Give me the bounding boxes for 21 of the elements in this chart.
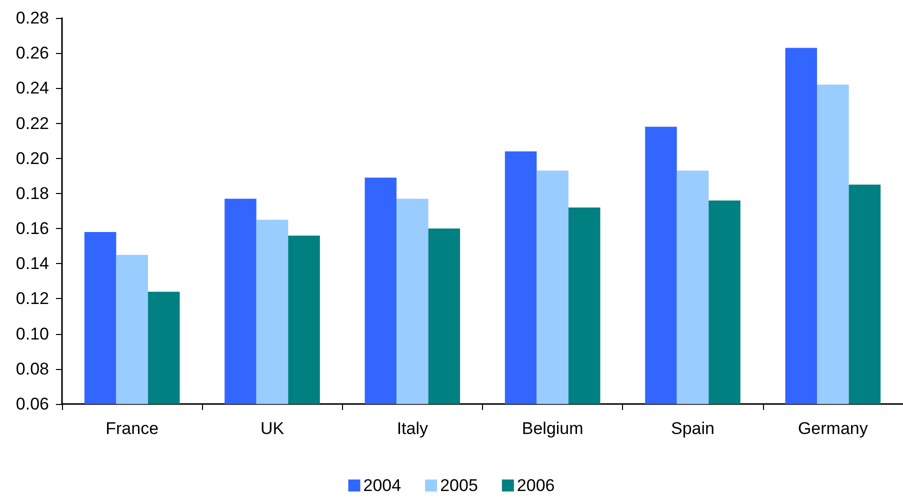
y-tick-label: 0.28: [16, 8, 49, 28]
y-tick-label: 0.12: [16, 289, 49, 308]
y-tick-label: 0.08: [16, 359, 49, 378]
y-tick-label: 0.06: [16, 394, 49, 414]
x-tick-label: Belgium: [522, 419, 584, 438]
legend-label: 2006: [516, 476, 555, 495]
y-tick-label: 0.16: [16, 219, 49, 238]
x-tick-label: Germany: [798, 419, 868, 438]
y-tick-label: 0.10: [16, 324, 49, 344]
y-tick-label: 0.14: [16, 254, 49, 274]
y-tick-label: 0.18: [16, 184, 49, 203]
y-tick-label: 0.26: [16, 44, 49, 63]
y-tick-label: 0.22: [16, 114, 49, 133]
legend-label: 2005: [440, 476, 478, 495]
y-tick-label: 0.24: [16, 78, 49, 98]
x-tick-label: Spain: [671, 419, 714, 438]
x-tick-label: UK: [260, 419, 285, 438]
legend-label: 2004: [363, 476, 402, 495]
y-tick-label: 0.20: [16, 148, 49, 168]
x-tick-label: France: [106, 419, 159, 438]
x-tick-label: Italy: [396, 419, 428, 438]
